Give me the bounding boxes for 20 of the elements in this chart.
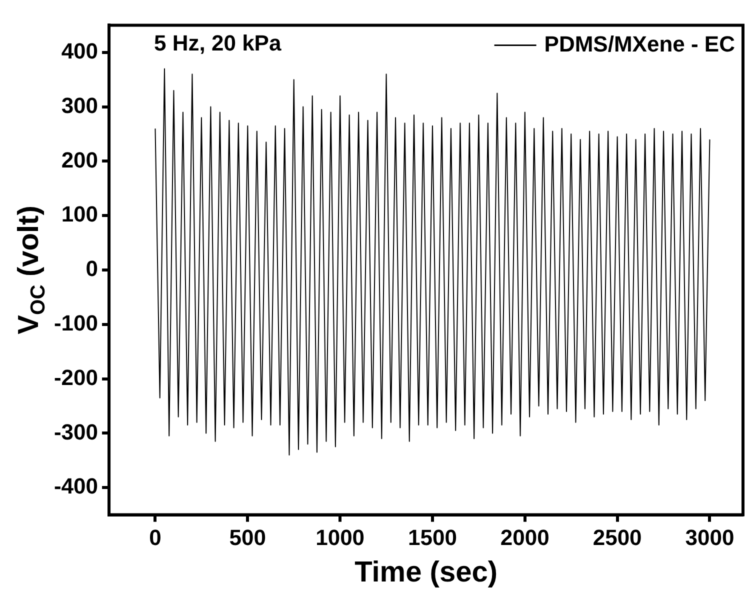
y-tick-label: -400 [54, 474, 98, 499]
legend-label: PDMS/MXene - EC [544, 31, 736, 56]
x-tick-label: 3000 [685, 525, 734, 550]
y-axis-title: VOC (volt) [13, 206, 50, 334]
x-tick-label: 1500 [408, 525, 457, 550]
y-tick-label: 0 [86, 256, 98, 282]
y-tick-label: 200 [61, 147, 98, 172]
y-tick-label: -300 [54, 419, 98, 444]
annotation: 5 Hz, 20 kPa [154, 30, 282, 56]
x-axis-title: Time (sec) [354, 556, 498, 589]
y-tick-label: 100 [61, 202, 98, 227]
x-tick-label: 2000 [500, 525, 550, 550]
x-tick-label: 1000 [316, 525, 365, 550]
x-tick-label: 500 [229, 525, 266, 550]
x-tick-label: 2500 [592, 525, 642, 550]
y-tick-label: 300 [61, 92, 98, 118]
x-tick-label: 0 [149, 525, 162, 550]
y-tick-label: 400 [61, 38, 98, 64]
y-tick-label: -100 [54, 310, 98, 336]
y-tick-label: -200 [54, 364, 98, 390]
